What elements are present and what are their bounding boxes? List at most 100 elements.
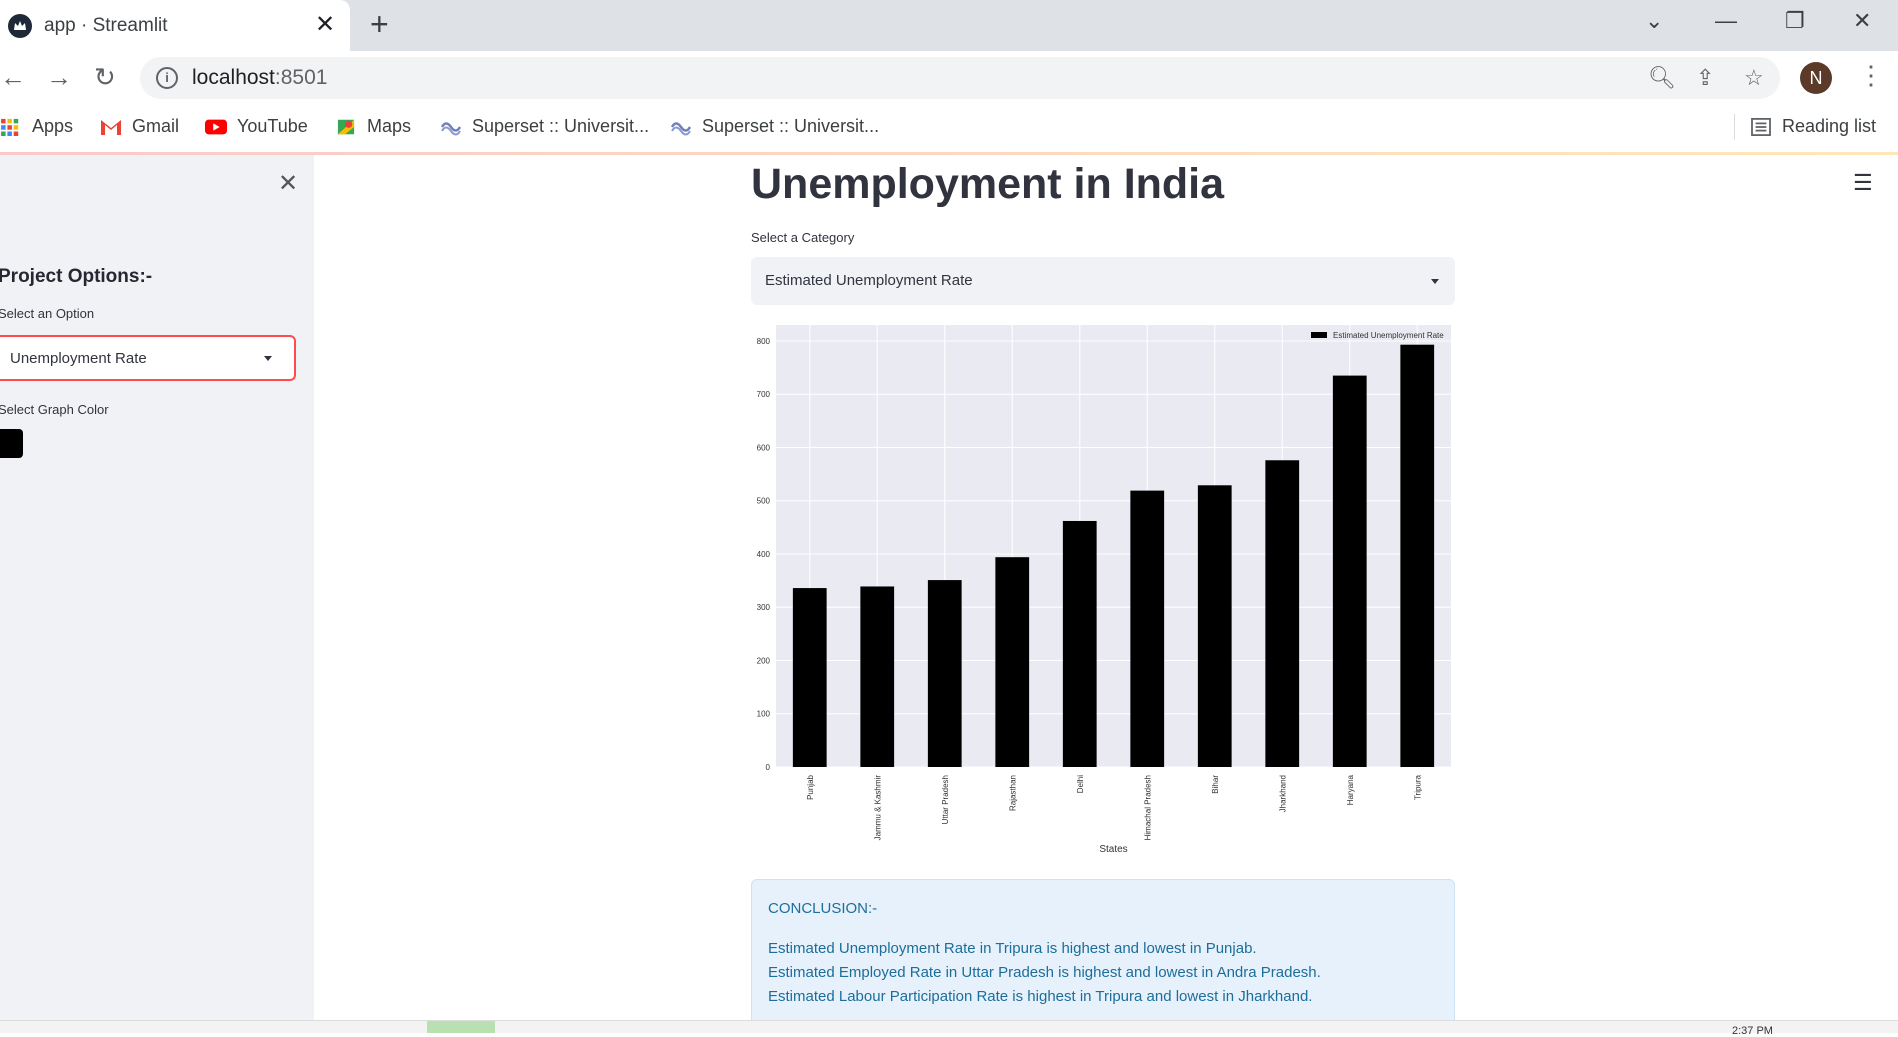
- option-select[interactable]: Unemployment Rate: [0, 335, 296, 381]
- option-select-label: Select an Option: [0, 306, 95, 321]
- browser-tab[interactable]: app · Streamlit ✕: [0, 0, 350, 51]
- bar-chart: 0 100 200 300 400 500 600 700 800 Punjab Jammu & K…: [751, 320, 1455, 860]
- url-text: localhost:8501: [192, 66, 328, 89]
- site-info-icon[interactable]: i: [156, 67, 178, 89]
- bar: [1265, 460, 1300, 767]
- y-tick-label: 100: [757, 710, 771, 719]
- page-title: Unemployment in India: [751, 160, 1225, 208]
- legend-swatch: [1311, 332, 1327, 338]
- apps-grid-icon: [1, 118, 19, 136]
- legend-label: Estimated Unemployment Rate: [1333, 331, 1444, 340]
- bookmark-label: Maps: [367, 116, 412, 136]
- bar: [1062, 520, 1097, 767]
- sidebar: ✕ Project Options:- Select an Option Une…: [0, 155, 314, 1022]
- youtube-icon: [205, 119, 227, 134]
- x-tick-label: Delhi: [1076, 775, 1085, 793]
- color-picker-swatch[interactable]: [0, 429, 23, 458]
- x-tick-label: Jammu & Kashmir: [873, 775, 882, 841]
- bookmark-label: Superset :: Universit...: [702, 116, 880, 136]
- bar: [860, 586, 895, 767]
- zoom-icon[interactable]: 🔍︎: [1648, 65, 1676, 90]
- category-select[interactable]: Estimated Unemployment Rate: [751, 257, 1455, 305]
- y-tick-label: 300: [757, 603, 771, 612]
- bookmark-maps[interactable]: Maps: [335, 116, 411, 137]
- conclusion-line: Estimated Unemployment Rate in Tripura i…: [768, 940, 1257, 957]
- reload-icon[interactable]: ↻: [94, 62, 116, 92]
- window-close-icon[interactable]: ✕: [1853, 8, 1872, 33]
- chevron-down-icon: [1431, 279, 1439, 284]
- back-icon[interactable]: ←: [0, 62, 26, 92]
- sidebar-close-icon[interactable]: ✕: [278, 170, 299, 197]
- conclusion-box: CONCLUSION:- Estimated Unemployment Rate…: [751, 879, 1455, 1032]
- browser-toolbar: ← → ↻ i localhost:8501 🔍︎ ⇪ ☆: [0, 51, 1898, 104]
- y-tick-label: 500: [757, 497, 771, 506]
- taskbar-strip: 2:37 PM: [0, 1020, 1898, 1037]
- bar: [1130, 490, 1165, 767]
- share-icon[interactable]: ⇪: [1696, 65, 1715, 90]
- y-tick-label: 200: [757, 656, 771, 665]
- bookmark-superset-2[interactable]: Superset :: Universit...: [670, 116, 879, 137]
- y-tick-label: 700: [757, 390, 771, 399]
- bookmark-label: Superset :: Universit...: [472, 116, 650, 136]
- bar: [792, 588, 827, 767]
- chevron-down-icon: [264, 356, 272, 361]
- minimize-icon[interactable]: —: [1715, 8, 1737, 33]
- reading-list-icon: [1751, 117, 1771, 136]
- x-tick-label: Tripura: [1413, 774, 1422, 800]
- taskbar-clock: 2:37 PM: [1732, 1025, 1773, 1037]
- category-select-label: Select a Category: [751, 230, 855, 245]
- bar: [1332, 375, 1367, 767]
- category-select-value: Estimated Unemployment Rate: [765, 272, 973, 289]
- bookmark-label: YouTube: [237, 116, 308, 136]
- x-tick-label: Punjab: [806, 774, 815, 799]
- sidebar-title: Project Options:-: [0, 266, 153, 287]
- bar: [995, 557, 1030, 767]
- bookmark-superset-1[interactable]: Superset :: Universit...: [440, 116, 649, 137]
- forward-icon[interactable]: →: [46, 62, 72, 92]
- x-axis-label: States: [1099, 844, 1127, 855]
- bar: [927, 580, 962, 767]
- streamlit-crown-icon: [8, 14, 32, 38]
- y-tick-label: 800: [757, 337, 771, 346]
- hamburger-menu-icon[interactable]: ☰: [1853, 170, 1873, 195]
- x-tick-label: Himachal Pradesh: [1143, 775, 1152, 840]
- superset-icon: [440, 121, 462, 135]
- address-bar[interactable]: i localhost:8501 🔍︎ ⇪ ☆: [140, 57, 1780, 99]
- tab-close-icon[interactable]: ✕: [315, 11, 336, 38]
- tab-search-icon[interactable]: ⌄: [1645, 8, 1664, 33]
- bookmark-label: Gmail: [132, 116, 180, 136]
- option-select-value: Unemployment Rate: [10, 350, 147, 367]
- bookmark-label: Apps: [32, 116, 74, 136]
- bar: [1400, 344, 1435, 767]
- bar-chart-svg: 0 100 200 300 400 500 600 700 800 Punjab Jammu & K…: [757, 325, 1451, 855]
- taskbar-item[interactable]: [427, 1021, 495, 1033]
- y-tick-label: 400: [757, 550, 771, 559]
- bar: [1197, 485, 1232, 767]
- bookmark-gmail[interactable]: Gmail: [100, 116, 179, 137]
- bookmarks-bar: Apps Gmail YouTube Maps Superset :: Univ…: [0, 104, 1898, 152]
- gmail-icon: [101, 119, 121, 135]
- color-picker-label: Select Graph Color: [0, 402, 109, 417]
- restore-icon[interactable]: ❐: [1785, 8, 1805, 33]
- divider: [1734, 114, 1735, 140]
- x-tick-label: Jharkhand: [1278, 775, 1287, 812]
- x-tick-label: Haryana: [1346, 774, 1355, 805]
- browser-menu-icon[interactable]: ⋮: [1858, 60, 1884, 90]
- profile-avatar[interactable]: N: [1800, 62, 1832, 94]
- x-tick-label: Rajasthan: [1008, 775, 1017, 811]
- tab-title: app · Streamlit: [44, 15, 168, 36]
- conclusion-title: CONCLUSION:-: [768, 900, 878, 917]
- conclusion-line: Estimated Labour Participation Rate is h…: [768, 988, 1313, 1005]
- maps-icon: [337, 119, 355, 134]
- bookmark-star-icon[interactable]: ☆: [1744, 65, 1764, 90]
- browser-tab-strip: app · Streamlit ✕ + ⌄ — ❐ ✕: [0, 0, 1898, 51]
- y-tick-label: 600: [757, 443, 771, 452]
- y-tick-label: 0: [766, 763, 771, 772]
- bookmark-youtube[interactable]: YouTube: [205, 116, 308, 137]
- conclusion-line: Estimated Employed Rate in Uttar Pradesh…: [768, 964, 1321, 981]
- bookmark-apps[interactable]: Apps: [0, 116, 73, 137]
- superset-icon: [670, 121, 692, 135]
- reading-list-button[interactable]: Reading list: [1750, 116, 1876, 137]
- new-tab-icon[interactable]: +: [370, 6, 389, 42]
- x-tick-label: Uttar Pradesh: [941, 775, 950, 824]
